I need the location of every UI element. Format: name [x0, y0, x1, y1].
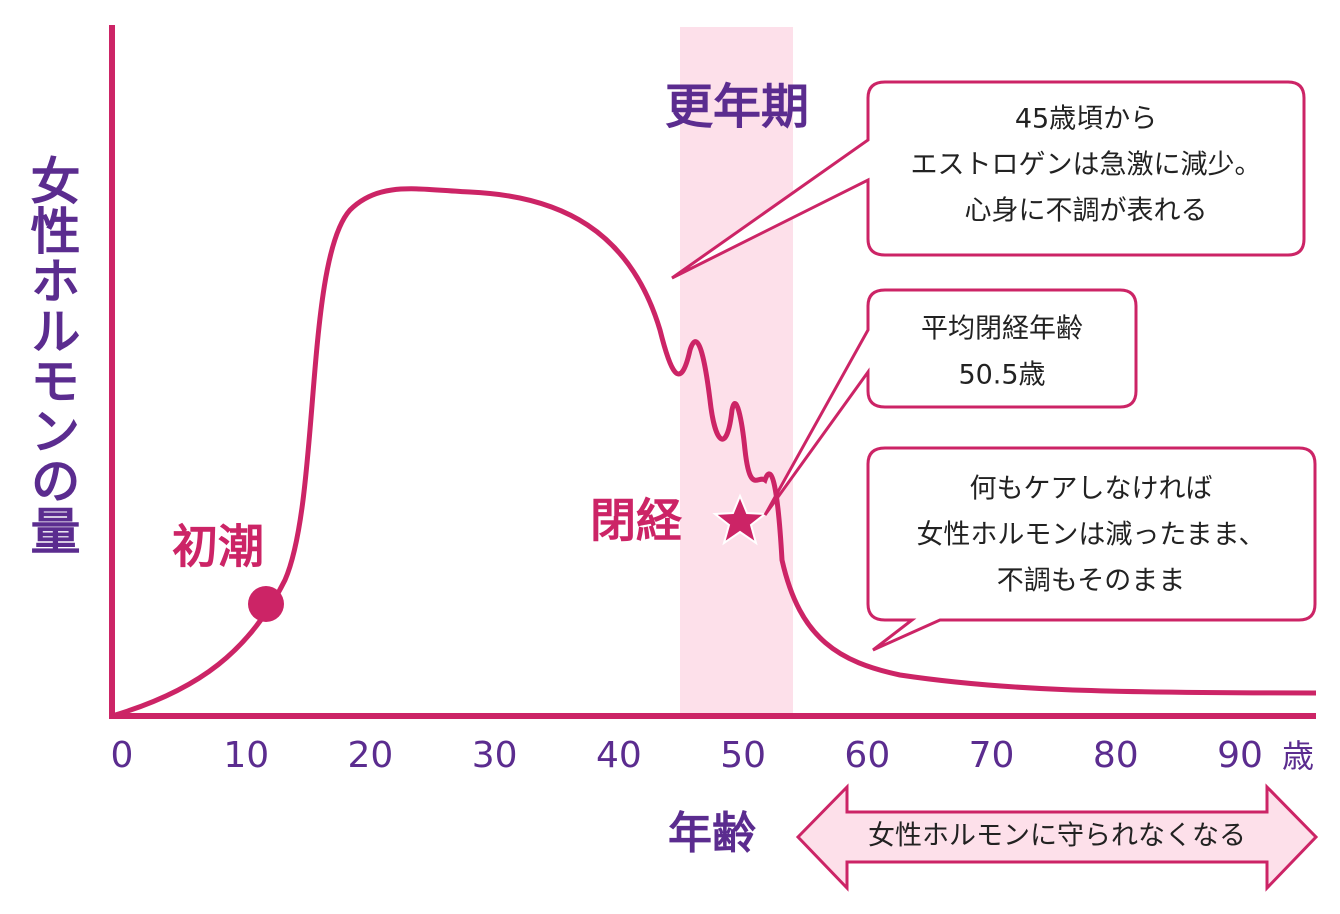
callout-box [671, 80, 1306, 280]
callout-text: エストロゲンは急激に減少。 [911, 150, 1262, 181]
menopause-label: 閉経 [590, 494, 683, 548]
x-axis-title: 年齢 [668, 808, 756, 859]
x-tick-label: 20 [348, 735, 394, 776]
hormone-curve [111, 186, 1317, 719]
callout-text: 女性ホルモンは減ったまま、 [916, 520, 1265, 551]
menopause-band [680, 27, 793, 716]
range-arrow [795, 783, 1319, 892]
x-tick-label: 90 [1217, 735, 1263, 776]
callout-box [866, 446, 1317, 652]
callout-text: 不調もそのまま [997, 566, 1185, 597]
x-tick-label: 60 [844, 735, 890, 776]
menarche-dot [248, 586, 284, 622]
callout-text: 平均閉経年齢 [921, 314, 1083, 345]
axes [109, 25, 1316, 719]
y-axis-label: 女性ホルモンの量 [23, 155, 81, 555]
callout-box [763, 288, 1138, 516]
callout-text: 50.5歳 [958, 360, 1045, 391]
x-tick-label: 10 [223, 735, 269, 776]
x-unit: 歳 [1282, 737, 1314, 775]
x-tick-label: 30 [472, 735, 518, 776]
x-tick-label: 70 [969, 735, 1015, 776]
band-label: 更年期 [665, 79, 809, 135]
arrow-label: 女性ホルモンに守られなくなる [868, 821, 1246, 852]
x-tick-label: 80 [1093, 735, 1139, 776]
x-tick-label: 0 [111, 735, 134, 776]
menarche-label: 初潮 [172, 520, 264, 574]
callout-text: 何もケアしなければ [970, 474, 1213, 505]
menopause-star [712, 493, 768, 546]
x-tick-label: 50 [720, 735, 766, 776]
callout-text: 45歳頃から [1015, 104, 1157, 135]
callout-text: 心身に不調が表れる [965, 196, 1208, 227]
x-tick-label: 40 [596, 735, 642, 776]
